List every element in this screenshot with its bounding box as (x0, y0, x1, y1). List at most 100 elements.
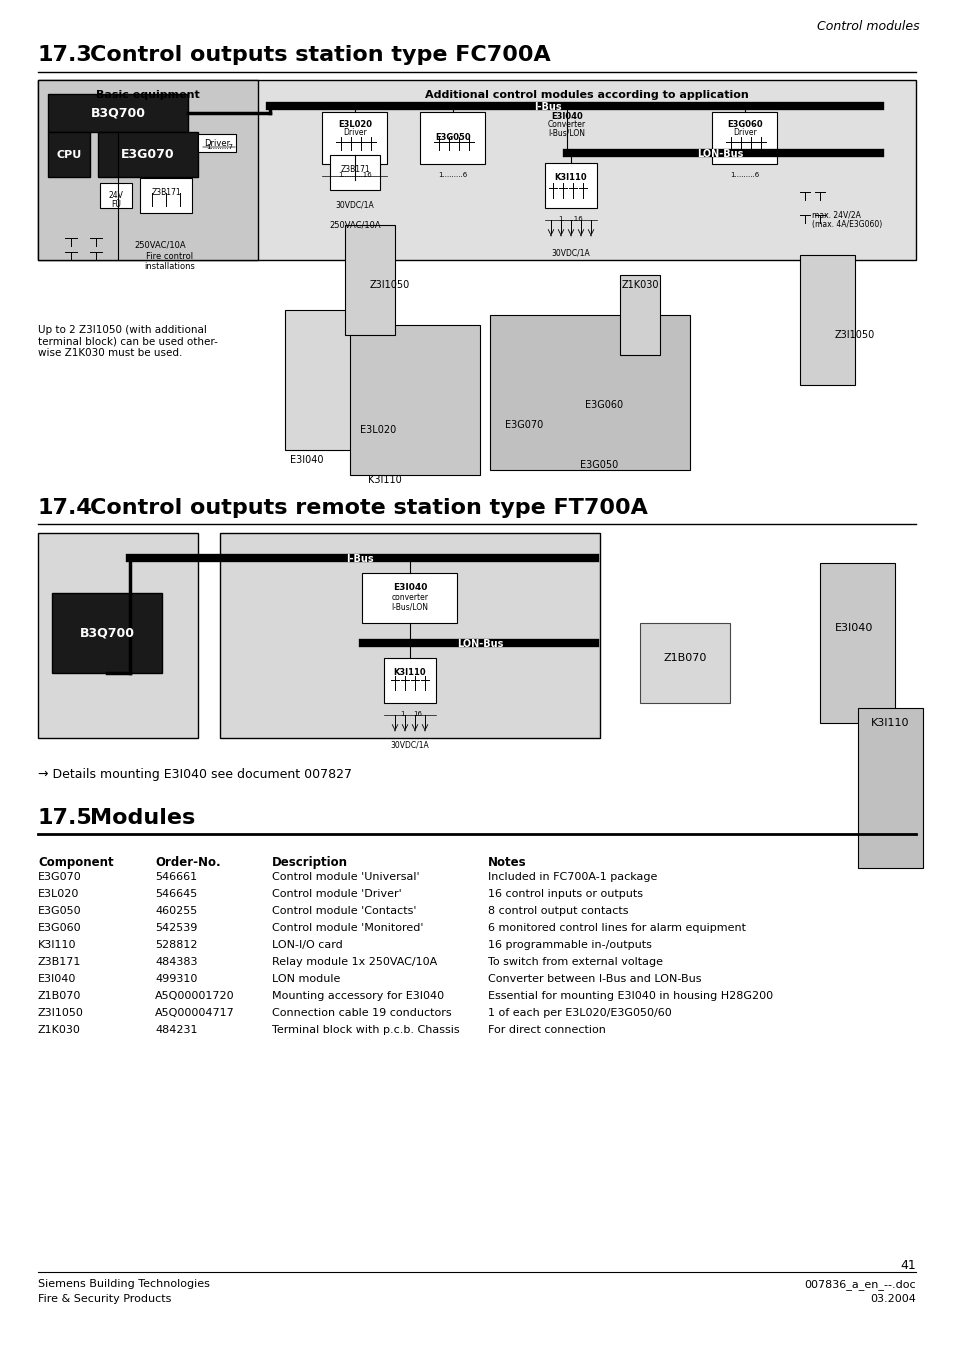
Text: Essential for mounting E3I040 in housing H28G200: Essential for mounting E3I040 in housing… (488, 992, 772, 1001)
Text: converter: converter (391, 593, 428, 603)
Text: Relay module 1x 250VAC/10A: Relay module 1x 250VAC/10A (272, 957, 436, 967)
Text: K3I110: K3I110 (554, 173, 587, 182)
Text: K3I110: K3I110 (368, 476, 401, 485)
Text: E3G060: E3G060 (726, 120, 762, 128)
Text: Driver: Driver (343, 128, 367, 136)
Text: 30VDC/1A: 30VDC/1A (551, 249, 590, 257)
Bar (48, 132, 90, 177)
Text: E3I040: E3I040 (551, 112, 582, 122)
Text: Z1K030: Z1K030 (620, 280, 659, 290)
Text: Driver: Driver (732, 128, 756, 136)
Text: LON module: LON module (272, 974, 340, 984)
Bar (322, 112, 387, 163)
Text: Z3I1050: Z3I1050 (38, 1008, 84, 1019)
Text: Mounting accessory for E3I040: Mounting accessory for E3I040 (272, 992, 444, 1001)
Text: A5Q00001720: A5Q00001720 (154, 992, 234, 1001)
Text: 41: 41 (900, 1259, 915, 1273)
Text: Z3B171: Z3B171 (340, 165, 370, 174)
Bar (639, 623, 729, 703)
Text: 17.4: 17.4 (38, 499, 92, 517)
Text: 8 control output contacts: 8 control output contacts (488, 907, 628, 916)
Text: Driver: Driver (204, 139, 230, 147)
Text: Notes: Notes (488, 857, 526, 869)
Text: E3G060: E3G060 (584, 400, 622, 409)
Bar (38, 80, 257, 259)
Bar (544, 163, 597, 208)
Text: Siemens Building Technologies: Siemens Building Technologies (38, 1279, 210, 1289)
Bar (140, 178, 192, 213)
Text: I-Bus/LON: I-Bus/LON (391, 603, 428, 612)
Bar (220, 534, 599, 738)
Text: K3I110: K3I110 (870, 717, 908, 728)
Text: 16: 16 (413, 711, 422, 717)
Text: Modules: Modules (90, 808, 195, 828)
Text: Control module 'Driver': Control module 'Driver' (272, 889, 401, 898)
Text: FÜ: FÜ (111, 200, 121, 209)
Text: CPU: CPU (56, 150, 82, 159)
Text: Control module 'Universal': Control module 'Universal' (272, 871, 419, 882)
Text: 528812: 528812 (154, 940, 197, 950)
Text: Converter: Converter (547, 120, 585, 128)
Text: I-Bus: I-Bus (534, 101, 561, 112)
Bar (362, 573, 457, 623)
Text: 484383: 484383 (154, 957, 197, 967)
Text: E3I040: E3I040 (393, 584, 427, 592)
Text: Connection cable 19 conductors: Connection cable 19 conductors (272, 1008, 451, 1019)
Text: Z3I1050: Z3I1050 (834, 330, 874, 340)
Text: Converter between I-Bus and LON-Bus: Converter between I-Bus and LON-Bus (488, 974, 700, 984)
Text: 546645: 546645 (154, 889, 197, 898)
Bar (420, 112, 485, 163)
Text: 03.2004: 03.2004 (869, 1294, 915, 1304)
Text: Component: Component (38, 857, 113, 869)
Bar (800, 255, 854, 385)
Text: E3G070: E3G070 (121, 149, 174, 161)
Bar (857, 708, 923, 867)
Text: 484231: 484231 (154, 1025, 197, 1035)
Bar (384, 658, 436, 703)
Text: Terminal block with p.c.b. Chassis: Terminal block with p.c.b. Chassis (272, 1025, 459, 1035)
Text: Up to 2 Z3I1050 (with additional
terminal block) can be used other-
wise Z1K030 : Up to 2 Z3I1050 (with additional termina… (38, 326, 217, 358)
Text: E3I040: E3I040 (834, 623, 872, 634)
Text: 1........7: 1........7 (206, 145, 233, 150)
Text: E3G070: E3G070 (38, 871, 82, 882)
Text: 250VAC/10A: 250VAC/10A (134, 240, 186, 249)
Text: K3I110: K3I110 (394, 667, 426, 677)
Text: Fire control
installations: Fire control installations (145, 253, 195, 272)
Text: E3G050: E3G050 (38, 907, 82, 916)
Bar (38, 80, 915, 259)
Text: I-Bus/LON: I-Bus/LON (548, 128, 585, 136)
Text: 16 programmable in-/outputs: 16 programmable in-/outputs (488, 940, 651, 950)
Text: 460255: 460255 (154, 907, 197, 916)
Text: Control module 'Contacts': Control module 'Contacts' (272, 907, 416, 916)
Text: Additional control modules according to application: Additional control modules according to … (425, 91, 748, 100)
Text: 1.........6: 1.........6 (730, 172, 759, 178)
Text: 30VDC/1A: 30VDC/1A (335, 200, 374, 209)
Text: To switch from external voltage: To switch from external voltage (488, 957, 662, 967)
Bar (350, 326, 479, 476)
Text: Fire & Security Products: Fire & Security Products (38, 1294, 172, 1304)
Text: max. 24V/2A
(max. 4A/E3G060): max. 24V/2A (max. 4A/E3G060) (811, 209, 882, 230)
Text: For direct connection: For direct connection (488, 1025, 605, 1035)
Text: E3I040: E3I040 (290, 455, 323, 465)
Text: Z1B070: Z1B070 (38, 992, 81, 1001)
Text: → Details mounting E3I040 see document 007827: → Details mounting E3I040 see document 0… (38, 767, 352, 781)
Text: LON-Bus: LON-Bus (456, 639, 502, 648)
Text: Basic equipment: Basic equipment (96, 91, 200, 100)
Text: E3I040: E3I040 (38, 974, 76, 984)
Text: 007836_a_en_--.doc: 007836_a_en_--.doc (803, 1279, 915, 1290)
Bar (98, 132, 198, 177)
Text: 1.........6: 1.........6 (438, 172, 467, 178)
Text: Z3I1050: Z3I1050 (370, 280, 410, 290)
Text: Included in FC700A-1 package: Included in FC700A-1 package (488, 871, 657, 882)
Text: 1.....16: 1.....16 (558, 216, 583, 222)
Text: 499310: 499310 (154, 974, 197, 984)
Text: Control modules: Control modules (817, 20, 919, 32)
Text: 17.5: 17.5 (38, 808, 92, 828)
Bar (198, 134, 235, 153)
Text: E3G060: E3G060 (38, 923, 82, 934)
Text: 542539: 542539 (154, 923, 197, 934)
Text: K3I110: K3I110 (38, 940, 76, 950)
Text: 30VDC/1A: 30VDC/1A (390, 740, 429, 750)
Text: 24V: 24V (109, 190, 123, 200)
Text: 546661: 546661 (154, 871, 197, 882)
